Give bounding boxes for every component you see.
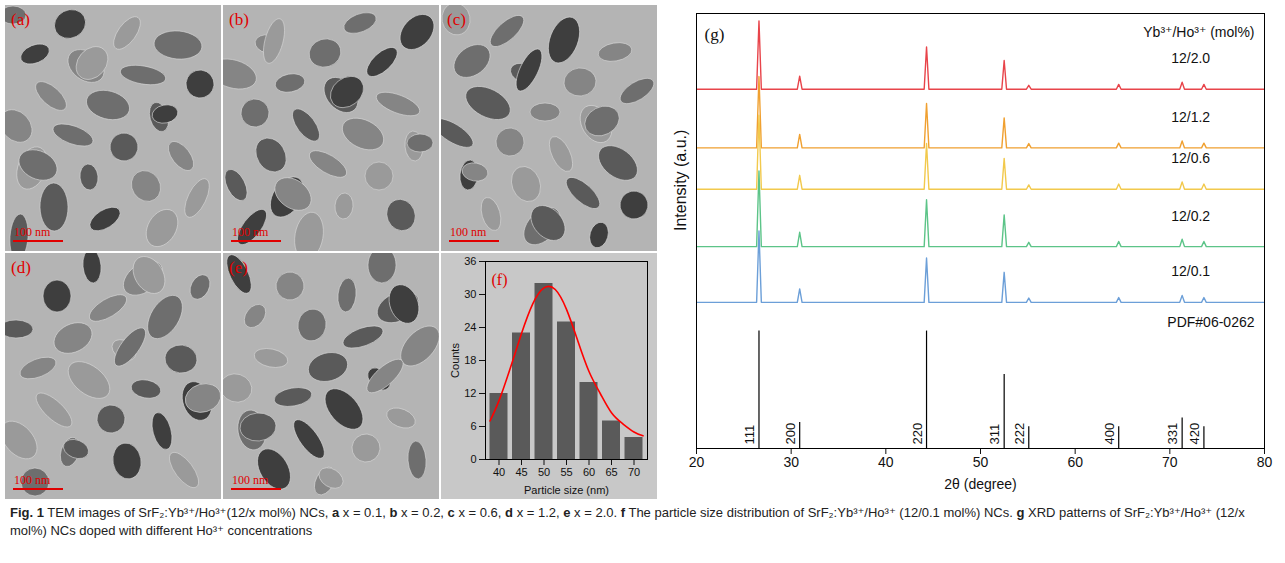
svg-text:0: 0 bbox=[470, 453, 476, 465]
svg-text:(a): (a) bbox=[11, 10, 30, 29]
svg-text:40: 40 bbox=[493, 466, 505, 478]
svg-text:100 nm: 100 nm bbox=[450, 225, 487, 239]
svg-text:(b): (b) bbox=[229, 10, 249, 29]
svg-text:30: 30 bbox=[464, 288, 476, 300]
svg-text:12/2.0: 12/2.0 bbox=[1171, 50, 1210, 66]
svg-text:50: 50 bbox=[973, 454, 989, 470]
svg-text:30: 30 bbox=[783, 454, 799, 470]
svg-text:PDF#06-0262: PDF#06-0262 bbox=[1167, 314, 1254, 330]
svg-text:(f): (f) bbox=[492, 271, 508, 289]
html-text:Fig. 1 TEM images of SrF₂:Yb³⁺: Fig. 1 TEM images of SrF₂:Yb³⁺/Ho³⁺(12/x… bbox=[10, 505, 1245, 538]
svg-text:12/0.1: 12/0.1 bbox=[1171, 263, 1210, 279]
svg-text:12/0.6: 12/0.6 bbox=[1171, 150, 1210, 166]
svg-text:24: 24 bbox=[464, 321, 476, 333]
svg-text:60: 60 bbox=[1067, 454, 1083, 470]
svg-text:2θ (degree): 2θ (degree) bbox=[944, 476, 1016, 492]
svg-text:222: 222 bbox=[1012, 423, 1027, 445]
svg-text:50: 50 bbox=[538, 466, 550, 478]
svg-text:70: 70 bbox=[1162, 454, 1178, 470]
svg-text:200: 200 bbox=[783, 423, 798, 445]
svg-text:80: 80 bbox=[1257, 454, 1273, 470]
svg-text:100 nm: 100 nm bbox=[14, 473, 51, 487]
svg-text:Counts: Counts bbox=[449, 343, 461, 378]
svg-text:220: 220 bbox=[910, 423, 925, 445]
svg-text:6: 6 bbox=[470, 420, 476, 432]
svg-text:36: 36 bbox=[464, 255, 476, 267]
svg-text:60: 60 bbox=[583, 466, 595, 478]
svg-text:18: 18 bbox=[464, 354, 476, 366]
svg-text:55: 55 bbox=[560, 466, 572, 478]
svg-text:Intensity (a.u.): Intensity (a.u.) bbox=[672, 130, 689, 231]
svg-text:(d): (d) bbox=[11, 258, 31, 277]
svg-text:12: 12 bbox=[464, 387, 476, 399]
svg-text:420: 420 bbox=[1187, 423, 1202, 445]
svg-text:40: 40 bbox=[878, 454, 894, 470]
svg-text:12/0.2: 12/0.2 bbox=[1171, 208, 1210, 224]
svg-text:20: 20 bbox=[689, 454, 705, 470]
svg-text:100 nm: 100 nm bbox=[14, 225, 51, 239]
svg-text:65: 65 bbox=[605, 466, 617, 478]
svg-text:111: 111 bbox=[742, 425, 757, 445]
svg-text:100 nm: 100 nm bbox=[232, 473, 269, 487]
svg-text:(g): (g) bbox=[705, 25, 725, 44]
svg-text:Particle size (nm): Particle size (nm) bbox=[524, 484, 609, 496]
svg-text:100 nm: 100 nm bbox=[232, 225, 269, 239]
svg-text:(c): (c) bbox=[447, 10, 466, 29]
svg-text:(e): (e) bbox=[229, 258, 248, 277]
svg-text:331: 331 bbox=[1165, 423, 1180, 445]
svg-text:70: 70 bbox=[628, 466, 640, 478]
svg-text:12/1.2: 12/1.2 bbox=[1171, 109, 1210, 125]
svg-text:Yb³⁺/Ho³⁺ (mol%): Yb³⁺/Ho³⁺ (mol%) bbox=[1143, 24, 1254, 40]
svg-text:311: 311 bbox=[987, 424, 1002, 445]
svg-text:400: 400 bbox=[1102, 423, 1117, 445]
svg-text:45: 45 bbox=[515, 466, 527, 478]
